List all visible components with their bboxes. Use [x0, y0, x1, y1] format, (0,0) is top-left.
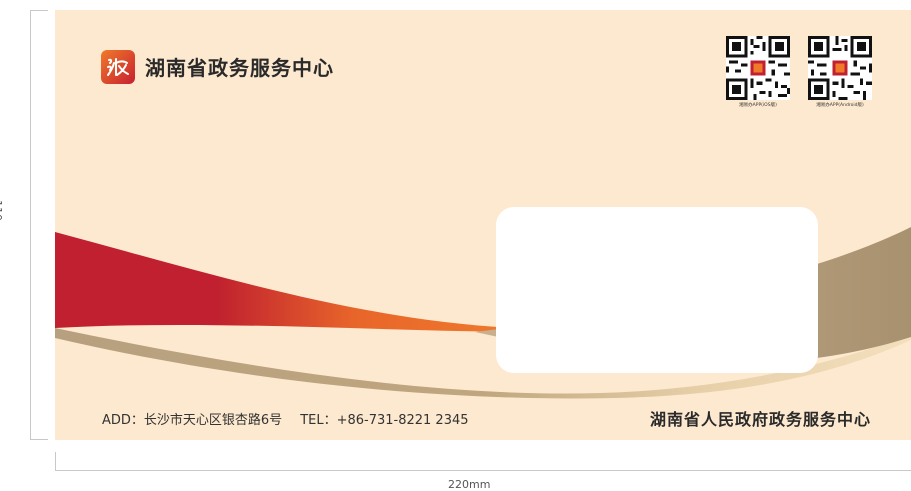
- height-dimension-tick-top: [30, 10, 48, 11]
- qr-code-ios: [726, 36, 790, 100]
- qr-caption-ios: 湘易办APP(iOS版): [739, 103, 777, 108]
- org-name: 湖南省政务服务中心: [145, 56, 334, 80]
- footer-org-name: 湖南省人民政府政务服务中心: [649, 410, 871, 429]
- address-line: ADD：长沙市天心区银杏路6号 TEL：+86-731-8221 2345: [102, 409, 469, 428]
- qr-caption-android: 湘易办APP(Android版): [816, 103, 864, 108]
- qr-code-android: [808, 36, 872, 100]
- height-dimension-line: [30, 10, 31, 440]
- width-dimension-tick-left: [55, 452, 56, 470]
- xiang-logo-glyph: [107, 58, 129, 76]
- address-window: [496, 207, 818, 373]
- telephone-text: TEL：+86-731-8221 2345: [300, 413, 469, 428]
- width-dimension-label: 220mm: [448, 478, 491, 491]
- org-logo-icon: [101, 50, 135, 84]
- qr-code-icon: [726, 36, 790, 100]
- height-dimension-label: 110mm: [0, 200, 4, 243]
- height-dimension-tick-bottom: [30, 439, 48, 440]
- red-swoosh: [55, 232, 515, 332]
- width-dimension-line: [55, 470, 911, 471]
- gold-swoosh: [55, 328, 911, 399]
- address-text: ADD：长沙市天心区银杏路6号: [102, 413, 283, 428]
- qr-code-icon: [808, 36, 872, 100]
- envelope: 湖南省政务服务中心 湘易办APP(iO: [55, 10, 911, 440]
